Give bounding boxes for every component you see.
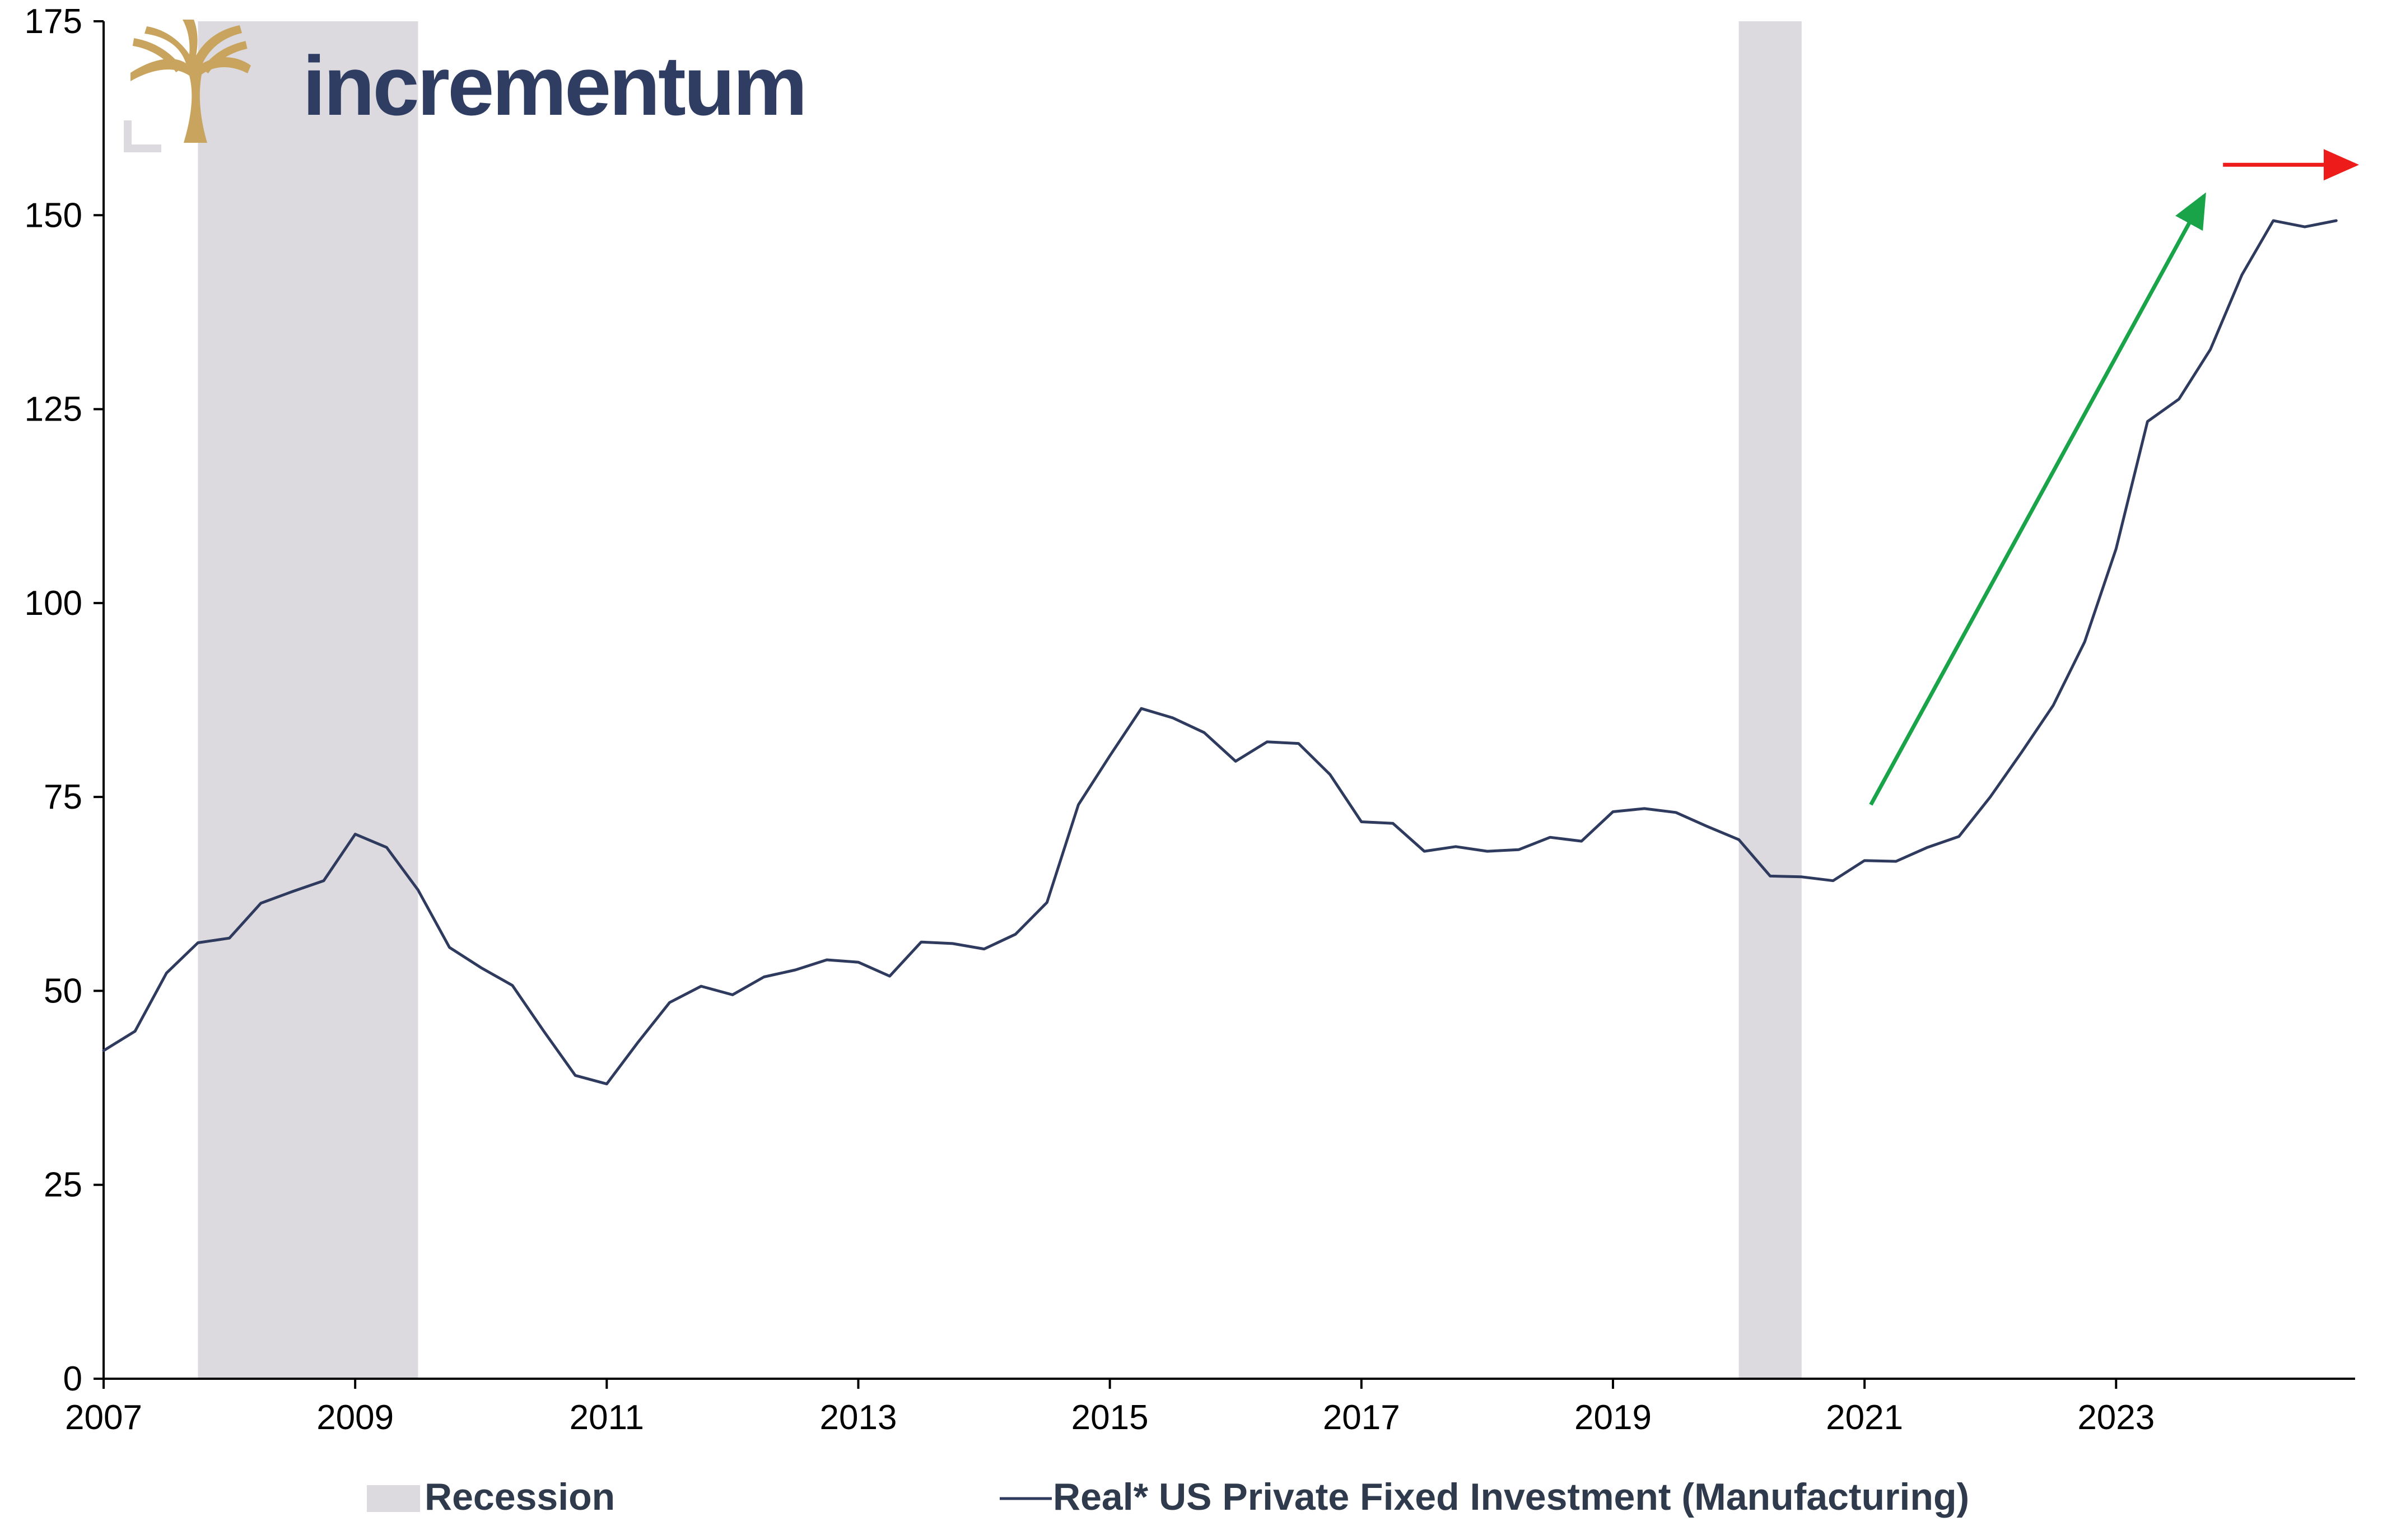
- x-tick-label: 2015: [1071, 1398, 1149, 1437]
- y-tick-label: 150: [25, 196, 82, 235]
- y-tick-label: 125: [25, 390, 82, 429]
- y-tick-label: 0: [63, 1360, 82, 1398]
- x-tick-label: 2019: [1574, 1398, 1652, 1437]
- x-tick-label: 2021: [1826, 1398, 1903, 1437]
- y-tick-label: 175: [25, 2, 82, 41]
- uptrend-arrow: [1869, 192, 2206, 806]
- recession-band-2: [1738, 21, 1802, 1379]
- x-tick-label: 2013: [820, 1398, 897, 1437]
- x-tick-label: 2017: [1323, 1398, 1400, 1437]
- x-tick-label: 2009: [316, 1398, 394, 1437]
- y-tick-label: 25: [44, 1166, 82, 1205]
- legend-label-series: Real* US Private Fixed Investment (Manuf…: [1053, 1476, 1969, 1518]
- legend-swatch-recession: [367, 1485, 420, 1512]
- series-line-1: [102, 219, 2338, 1086]
- x-tick-label: 2007: [65, 1398, 142, 1437]
- x-tick-label: 2011: [570, 1398, 644, 1437]
- y-tick-label: 100: [25, 584, 82, 623]
- y-tick-label: 50: [44, 972, 82, 1010]
- recession-bands: [198, 21, 1802, 1379]
- tree-icon: [124, 20, 251, 152]
- axes: 0 25 50 75 100 125 150 175 2007 2009 2011 2013 2015 2…: [25, 2, 2355, 1437]
- trend-arrows: [1869, 149, 2359, 806]
- legend: Recession Real* US Private Fixed Investme…: [367, 1476, 1969, 1518]
- recession-band-1: [198, 21, 418, 1379]
- series-lines: [102, 219, 2338, 1086]
- y-tick-label: 75: [44, 778, 82, 816]
- legend-label-recession: Recession: [425, 1476, 615, 1518]
- brand-logo: incrementum: [124, 20, 808, 152]
- brand-name: incrementum: [302, 39, 805, 133]
- x-tick-label: 2023: [2077, 1398, 2155, 1437]
